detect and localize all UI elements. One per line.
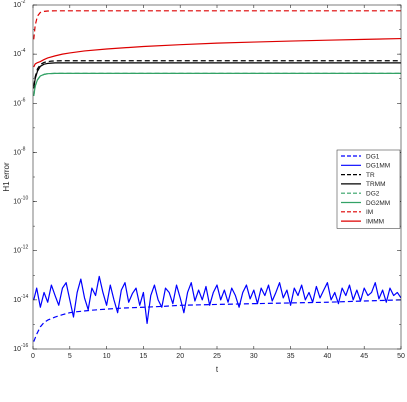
y-tick-label-exponent: -6 — [21, 97, 26, 103]
series-line-im — [33, 10, 401, 40]
x-tick-label: 20 — [176, 353, 184, 360]
x-tick-label: 35 — [287, 353, 295, 360]
legend-label-dg1: DG1 — [366, 153, 380, 160]
series-line-tr — [33, 60, 401, 87]
series-line-trmm — [33, 62, 401, 89]
y-tick-label-exponent: -14 — [21, 294, 28, 300]
series-line-dg1mm — [33, 275, 401, 325]
y-tick-label: 10 — [13, 100, 21, 107]
legend-box — [336, 149, 401, 229]
x-tick-label: 45 — [360, 353, 368, 360]
y-tick-label-exponent: -2 — [21, 0, 26, 5]
y-tick-label: 10 — [13, 149, 21, 156]
legend-label-dg1mm: DG1MM — [366, 163, 390, 170]
legend-label-dg2: DG2 — [366, 191, 380, 198]
y-tick-label-exponent: -8 — [21, 146, 26, 152]
x-axis-title: t — [216, 365, 219, 374]
series-layer — [33, 10, 401, 342]
legend-label-im: IM — [366, 209, 373, 216]
legend-label-tr: TR — [366, 172, 375, 179]
axes-layer: 0 5 10 15 20 25 30 35 40 45 5010-1610-1410-1210-10… — [13, 0, 405, 360]
y-tick-label: 10 — [13, 346, 21, 353]
y-tick-label-exponent: -16 — [21, 343, 28, 349]
legend-label-immm: IMMM — [366, 218, 384, 225]
y-tick-label: 10 — [13, 51, 21, 58]
x-tick-label: 15 — [140, 353, 148, 360]
y-tick-label: 10 — [13, 199, 21, 206]
legend: DG1 DG1MM TR TRMM DG2 DG2MM IM IMMM — [336, 149, 401, 229]
series-line-immm — [33, 37, 401, 68]
y-axis-title: H1 error — [2, 162, 11, 192]
legend-label-dg2mm: DG2MM — [366, 200, 390, 207]
x-tick-label: 10 — [103, 353, 111, 360]
y-tick-label-exponent: -10 — [21, 196, 28, 202]
x-tick-label: 0 — [31, 353, 35, 360]
y-tick-label-exponent: -12 — [21, 245, 28, 251]
x-tick-label: 40 — [324, 353, 332, 360]
series-line-dg2mm — [33, 72, 401, 96]
y-tick-label-exponent: -4 — [21, 48, 26, 54]
y-tick-label: 10 — [13, 248, 21, 255]
x-tick-label: 25 — [213, 353, 221, 360]
series-line-dg1 — [33, 299, 401, 342]
x-tick-label: 50 — [397, 353, 405, 360]
legend-label-trmm: TRMM — [366, 181, 386, 188]
y-tick-label: 10 — [13, 2, 21, 9]
x-tick-label: 30 — [250, 353, 258, 360]
x-tick-label: 5 — [68, 353, 72, 360]
y-tick-label: 10 — [13, 297, 21, 304]
